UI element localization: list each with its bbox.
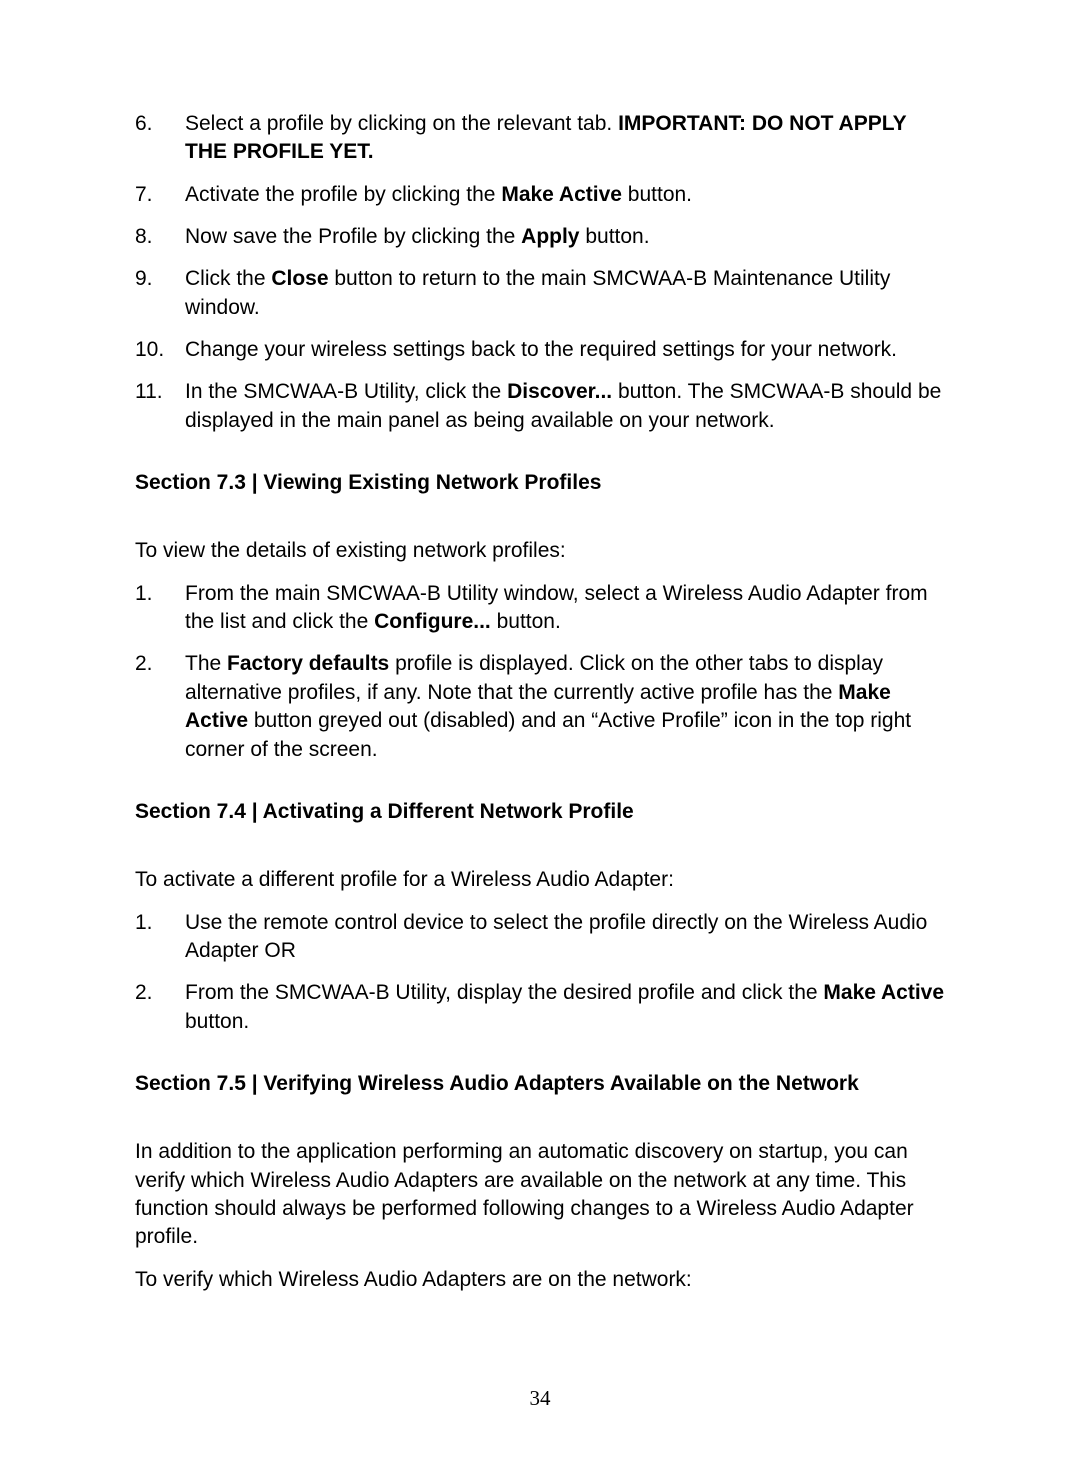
section-7-4-list: 1. Use the remote control device to sele…	[135, 909, 945, 1036]
list-number: 1.	[135, 580, 185, 637]
list-number: 2.	[135, 650, 185, 763]
section-7-4-heading: Section 7.4 | Activating a Different Net…	[135, 798, 945, 826]
list-number: 11.	[135, 378, 185, 435]
list-number: 9.	[135, 265, 185, 322]
list-text: From the main SMCWAA-B Utility window, s…	[185, 580, 945, 637]
section-7-5-para2: To verify which Wireless Audio Adapters …	[135, 1266, 945, 1294]
list-item: 9. Click the Close button to return to t…	[135, 265, 945, 322]
list-text: The Factory defaults profile is displaye…	[185, 650, 945, 763]
section-7-5-heading: Section 7.5 | Verifying Wireless Audio A…	[135, 1070, 945, 1098]
list-text: Now save the Profile by clicking the App…	[185, 223, 945, 251]
section-7-4-intro: To activate a different profile for a Wi…	[135, 866, 945, 894]
list-item: 8. Now save the Profile by clicking the …	[135, 223, 945, 251]
list-text: Change your wireless settings back to th…	[185, 336, 945, 364]
list-item: 2. The Factory defaults profile is displ…	[135, 650, 945, 763]
list-text: In the SMCWAA-B Utility, click the Disco…	[185, 378, 945, 435]
list-item: 1. Use the remote control device to sele…	[135, 909, 945, 966]
section-7-5-para1: In addition to the application performin…	[135, 1138, 945, 1251]
list-text: Select a profile by clicking on the rele…	[185, 110, 945, 167]
list-text: From the SMCWAA-B Utility, display the d…	[185, 979, 945, 1036]
page-number: 34	[135, 1384, 945, 1412]
list-number: 10.	[135, 336, 185, 364]
list-text: Activate the profile by clicking the Mak…	[185, 181, 945, 209]
section-7-3-list: 1. From the main SMCWAA-B Utility window…	[135, 580, 945, 764]
list-item: 2. From the SMCWAA-B Utility, display th…	[135, 979, 945, 1036]
list-number: 8.	[135, 223, 185, 251]
list-number: 1.	[135, 909, 185, 966]
document-page: 6. Select a profile by clicking on the r…	[0, 0, 1080, 1472]
section-7-3-heading: Section 7.3 | Viewing Existing Network P…	[135, 469, 945, 497]
list-continue-6-11: 6. Select a profile by clicking on the r…	[135, 110, 945, 435]
section-7-3-intro: To view the details of existing network …	[135, 537, 945, 565]
list-item: 6. Select a profile by clicking on the r…	[135, 110, 945, 167]
list-item: 7. Activate the profile by clicking the …	[135, 181, 945, 209]
list-number: 7.	[135, 181, 185, 209]
list-item: 11. In the SMCWAA-B Utility, click the D…	[135, 378, 945, 435]
list-number: 6.	[135, 110, 185, 167]
list-text: Click the Close button to return to the …	[185, 265, 945, 322]
list-item: 10. Change your wireless settings back t…	[135, 336, 945, 364]
list-number: 2.	[135, 979, 185, 1036]
list-item: 1. From the main SMCWAA-B Utility window…	[135, 580, 945, 637]
list-text: Use the remote control device to select …	[185, 909, 945, 966]
